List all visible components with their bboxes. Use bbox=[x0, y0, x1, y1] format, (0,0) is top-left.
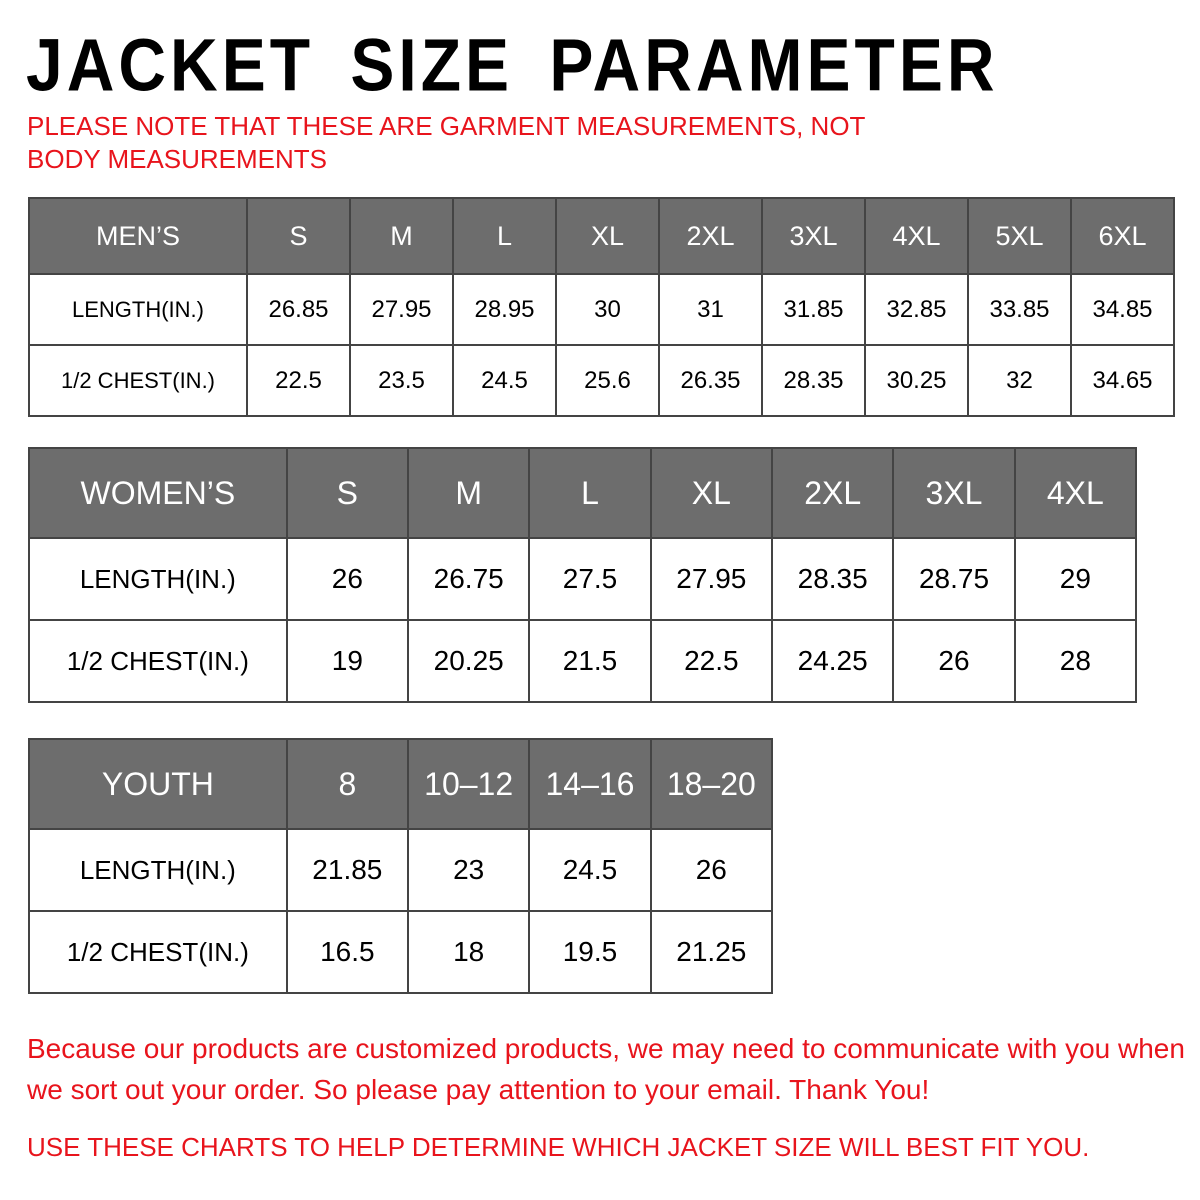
size-header: 5XL bbox=[967, 197, 1072, 275]
custom-order-message: Because our products are customized prod… bbox=[27, 1033, 1185, 1105]
header-row: YOUTH 8 10–12 14–16 18–20 bbox=[28, 738, 774, 830]
measurement-cell: 16.5 bbox=[285, 910, 410, 994]
measurement-cell: 24.5 bbox=[452, 344, 557, 417]
measurement-cell: 32 bbox=[967, 344, 1072, 417]
measurement-cell: 20.25 bbox=[407, 619, 531, 703]
measurement-cell: 19 bbox=[285, 619, 410, 703]
measurement-cell: 26.35 bbox=[658, 344, 763, 417]
measurement-cell: 24.25 bbox=[770, 619, 895, 703]
size-header: 2XL bbox=[658, 197, 763, 275]
size-header: 4XL bbox=[1013, 447, 1138, 539]
measurement-cell: 28 bbox=[1013, 619, 1138, 703]
size-header: 3XL bbox=[892, 447, 1016, 539]
table-row: LENGTH(IN.) 21.85 23 24.5 26 bbox=[28, 828, 774, 912]
measurement-cell: 34.85 bbox=[1070, 273, 1175, 346]
size-header: 4XL bbox=[864, 197, 969, 275]
row-label: 1/2 CHEST(IN.) bbox=[28, 910, 288, 994]
measurement-cell: 26 bbox=[285, 537, 410, 621]
size-header: XL bbox=[649, 447, 774, 539]
measurement-cell: 30.25 bbox=[864, 344, 969, 417]
table-row: LENGTH(IN.) 26.85 27.95 28.95 30 31 31.85 32.85… bbox=[28, 273, 1175, 346]
measurement-cell: 26.85 bbox=[246, 273, 351, 346]
measurement-cell: 25.6 bbox=[555, 344, 660, 417]
size-header: 14–16 bbox=[528, 738, 652, 830]
measurement-cell: 22.5 bbox=[649, 619, 774, 703]
measurement-cell: 21.85 bbox=[285, 828, 410, 912]
measurement-cell: 30 bbox=[555, 273, 660, 346]
measurement-cell: 23.5 bbox=[349, 344, 454, 417]
table-row: 1/2 CHEST(IN.) 16.5 18 19.5 21.25 bbox=[28, 910, 774, 994]
measurement-cell: 22.5 bbox=[246, 344, 351, 417]
row-label: 1/2 CHEST(IN.) bbox=[28, 619, 288, 703]
measurement-cell: 19.5 bbox=[528, 910, 652, 994]
womens-size-table: WOMEN’S S M L XL 2XL 3XL 4XL LENGTH(IN.) 26 26.75 2… bbox=[28, 447, 1138, 703]
size-header: 2XL bbox=[770, 447, 895, 539]
size-header: L bbox=[452, 197, 557, 275]
measurement-cell: 21.5 bbox=[528, 619, 652, 703]
size-header: S bbox=[285, 447, 410, 539]
size-hint: USE THESE CHARTS TO HELP DETERMINE WHICH… bbox=[27, 1132, 1090, 1162]
table-header: MEN’S bbox=[28, 197, 248, 275]
measurement-cell: 26 bbox=[892, 619, 1016, 703]
measurement-cell: 31 bbox=[658, 273, 763, 346]
measurement-cell: 34.65 bbox=[1070, 344, 1175, 417]
table-row: 1/2 CHEST(IN.) 19 20.25 21.5 22.5 24.25 26 28 bbox=[28, 619, 1138, 703]
table-row: 1/2 CHEST(IN.) 22.5 23.5 24.5 25.6 26.35 28.35… bbox=[28, 344, 1175, 417]
measurement-cell: 28.35 bbox=[770, 537, 895, 621]
measurement-cell: 33.85 bbox=[967, 273, 1072, 346]
size-header: 6XL bbox=[1070, 197, 1175, 275]
measurement-cell: 21.25 bbox=[649, 910, 774, 994]
measurement-cell: 29 bbox=[1013, 537, 1138, 621]
row-label: LENGTH(IN.) bbox=[28, 828, 288, 912]
measurement-cell: 28.95 bbox=[452, 273, 557, 346]
header-row: WOMEN’S S M L XL 2XL 3XL 4XL bbox=[28, 447, 1138, 539]
row-label: 1/2 CHEST(IN.) bbox=[28, 344, 248, 417]
size-header: M bbox=[407, 447, 531, 539]
measurement-cell: 26.75 bbox=[407, 537, 531, 621]
size-header: 3XL bbox=[761, 197, 866, 275]
table-header: YOUTH bbox=[28, 738, 288, 830]
page-title: JACKET SIZE PARAMETER bbox=[26, 23, 999, 106]
measurement-cell: 28.75 bbox=[892, 537, 1016, 621]
measurement-cell: 27.95 bbox=[349, 273, 454, 346]
measurement-cell: 31.85 bbox=[761, 273, 866, 346]
garment-note: PLEASE NOTE THAT THESE ARE GARMENT MEASU… bbox=[27, 111, 865, 174]
measurement-cell: 27.5 bbox=[528, 537, 652, 621]
row-label: LENGTH(IN.) bbox=[28, 273, 248, 346]
header-row: MEN’S S M L XL 2XL 3XL 4XL 5XL 6XL bbox=[28, 197, 1175, 275]
size-header: XL bbox=[555, 197, 660, 275]
size-header: 8 bbox=[285, 738, 410, 830]
size-header: 10–12 bbox=[406, 738, 531, 830]
size-header: M bbox=[349, 197, 454, 275]
size-header: S bbox=[246, 197, 351, 275]
measurement-cell: 26 bbox=[649, 828, 774, 912]
measurement-cell: 18 bbox=[406, 910, 531, 994]
size-header: L bbox=[528, 447, 652, 539]
measurement-cell: 28.35 bbox=[761, 344, 866, 417]
youth-size-table: YOUTH 8 10–12 14–16 18–20 LENGTH(IN.) 21.85 23 2… bbox=[28, 738, 774, 994]
table-header: WOMEN’S bbox=[28, 447, 288, 539]
mens-size-table: MEN’S S M L XL 2XL 3XL 4XL 5XL 6XL LENGTH(IN.) 26.8… bbox=[28, 197, 1175, 417]
size-header: 18–20 bbox=[649, 738, 774, 830]
measurement-cell: 23 bbox=[406, 828, 531, 912]
table-row: LENGTH(IN.) 26 26.75 27.5 27.95 28.35 28.75 29 bbox=[28, 537, 1138, 621]
measurement-cell: 24.5 bbox=[528, 828, 652, 912]
row-label: LENGTH(IN.) bbox=[28, 537, 288, 621]
measurement-cell: 27.95 bbox=[649, 537, 774, 621]
measurement-cell: 32.85 bbox=[864, 273, 969, 346]
